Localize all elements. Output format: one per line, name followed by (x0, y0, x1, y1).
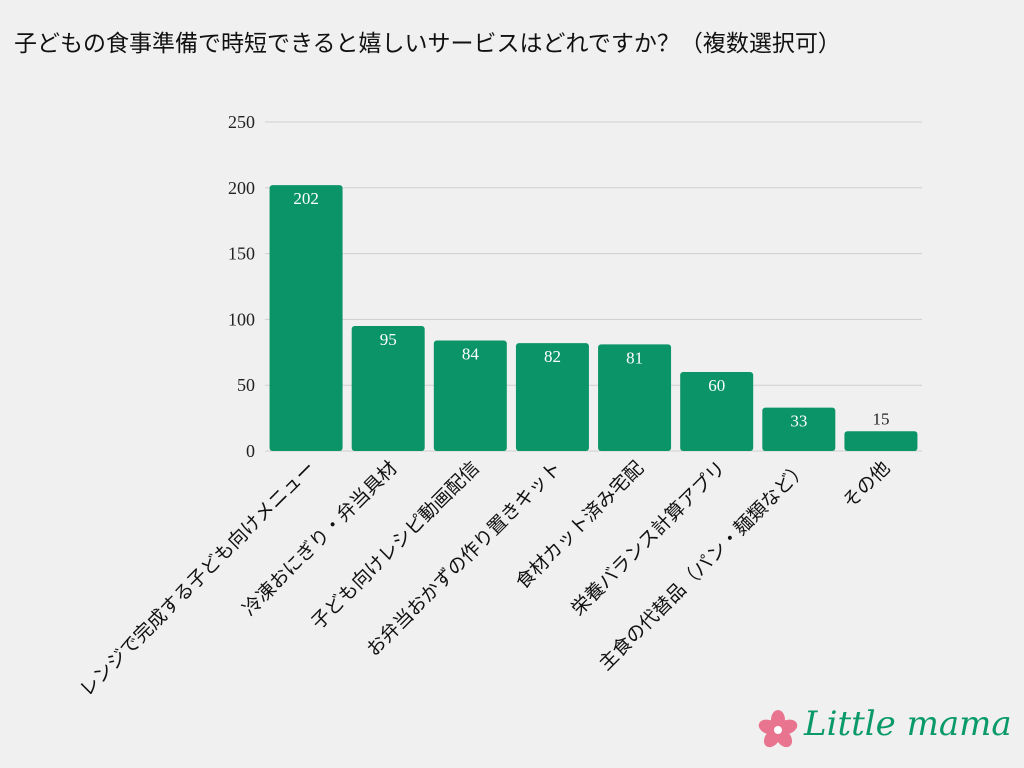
data-label: 84 (462, 344, 480, 363)
y-tick-label: 50 (237, 375, 255, 395)
data-label: 60 (708, 376, 725, 395)
bar (515, 343, 589, 451)
bar (680, 372, 754, 451)
data-label: 82 (544, 347, 561, 366)
flower-petal (758, 719, 779, 735)
logo-text: Little mama (804, 704, 1012, 744)
chart-title: 子どもの食事準備で時短できると嬉しいサービスはどれですか？（複数選択可） (14, 31, 841, 57)
y-tick-label: 100 (228, 309, 255, 329)
data-label: 81 (626, 348, 643, 367)
little-mama-logo: Little mama (756, 704, 1016, 756)
bar (844, 431, 918, 451)
bar (433, 340, 507, 451)
y-tick-label: 150 (228, 244, 255, 264)
data-label: 202 (293, 189, 319, 208)
data-label: 95 (380, 330, 397, 349)
data-label: 33 (790, 412, 807, 431)
x-category-label: 冷凍おにぎり・弁当具材 (238, 457, 401, 620)
y-tick-label: 0 (246, 441, 255, 461)
bar (762, 407, 836, 451)
bar (598, 344, 672, 451)
x-category-label: 子ども向けレシピ動画配信 (307, 457, 484, 634)
y-tick-label: 200 (228, 178, 255, 198)
x-category-label: その他 (839, 457, 895, 513)
bar (269, 185, 343, 451)
flower-icon (758, 710, 798, 748)
data-label: 15 (872, 409, 889, 428)
y-tick-label: 250 (228, 112, 255, 132)
x-category-label: 栄養バランス計算アプリ (567, 457, 730, 620)
bar (351, 325, 425, 451)
